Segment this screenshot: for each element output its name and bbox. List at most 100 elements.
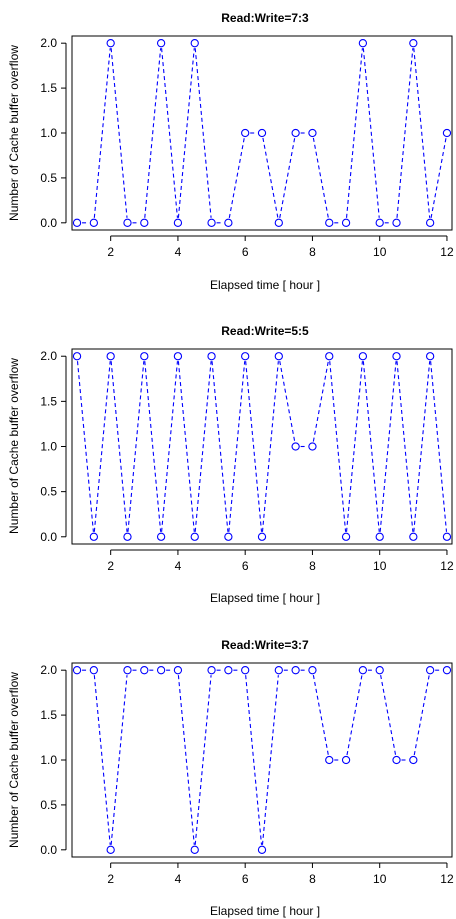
series-line-segment bbox=[93, 361, 111, 532]
data-point bbox=[224, 218, 233, 227]
data-point bbox=[123, 218, 132, 227]
series-line-segment bbox=[345, 361, 363, 532]
data-point bbox=[442, 666, 452, 675]
x-tick-label: 10 bbox=[373, 559, 387, 573]
y-tick-label: 1.0 bbox=[40, 753, 57, 767]
series-line-segment bbox=[262, 137, 279, 219]
data-point bbox=[72, 352, 82, 361]
series-line-segment bbox=[430, 137, 447, 219]
data-point bbox=[409, 755, 418, 765]
data-point bbox=[325, 755, 334, 765]
data-point bbox=[140, 352, 149, 361]
series-line-segment bbox=[362, 361, 380, 532]
data-point bbox=[190, 845, 199, 854]
y-tick-label: 2.0 bbox=[40, 663, 57, 677]
y-tick-label: 2.0 bbox=[40, 36, 57, 50]
data-point bbox=[442, 532, 452, 541]
data-point bbox=[106, 39, 115, 48]
y-tick-label: 1.5 bbox=[40, 708, 57, 722]
data-point bbox=[207, 218, 216, 227]
plot-frame bbox=[71, 662, 453, 858]
series-line-segment bbox=[380, 674, 397, 756]
x-tick-label: 6 bbox=[242, 245, 249, 259]
data-point bbox=[190, 532, 199, 541]
data-point bbox=[241, 666, 250, 675]
series-line-segment bbox=[228, 137, 245, 219]
y-tick-label: 1.5 bbox=[40, 81, 57, 95]
x-tick-label: 12 bbox=[440, 559, 454, 573]
series-line-segment bbox=[413, 48, 431, 218]
data-point bbox=[156, 666, 166, 675]
series-line-segment bbox=[245, 675, 263, 845]
y-tick-label: 1.5 bbox=[40, 394, 57, 408]
data-point bbox=[291, 442, 300, 451]
data-point bbox=[341, 218, 351, 227]
data-point bbox=[156, 39, 166, 48]
series-line-segment bbox=[329, 361, 347, 532]
series-line-segment bbox=[413, 674, 430, 756]
data-point bbox=[207, 352, 216, 361]
x-tick-label: 8 bbox=[309, 245, 316, 259]
y-tick-label: 0.5 bbox=[40, 485, 57, 499]
chart-title: Read:Write=3:7 bbox=[221, 638, 309, 652]
x-tick-label: 8 bbox=[309, 559, 316, 573]
x-tick-label: 4 bbox=[175, 559, 182, 573]
data-point bbox=[425, 218, 435, 227]
y-tick-label: 1.0 bbox=[40, 126, 57, 140]
series-line-segment bbox=[261, 361, 279, 532]
series-line-segment bbox=[161, 361, 179, 532]
data-point bbox=[375, 218, 384, 227]
data-point bbox=[140, 666, 149, 675]
data-point bbox=[308, 442, 317, 451]
data-point bbox=[257, 128, 267, 138]
data-point bbox=[106, 352, 115, 361]
chart-title: Read:Write=5:5 bbox=[221, 324, 309, 338]
data-point bbox=[308, 128, 317, 138]
series-line-segment bbox=[110, 675, 128, 845]
plot-frame bbox=[71, 35, 453, 231]
data-point bbox=[341, 755, 351, 765]
data-point bbox=[425, 352, 435, 361]
series-line-segment bbox=[177, 361, 195, 532]
series-line-segment bbox=[279, 137, 296, 219]
x-axis-label: Elapsed time [ hour ] bbox=[210, 278, 320, 292]
x-tick-label: 4 bbox=[175, 245, 182, 259]
y-tick-label: 0.0 bbox=[40, 216, 57, 230]
x-tick-label: 6 bbox=[242, 559, 249, 573]
y-tick-label: 0.0 bbox=[40, 843, 57, 857]
data-point bbox=[274, 218, 283, 227]
data-point bbox=[72, 218, 82, 227]
data-point bbox=[123, 666, 132, 675]
x-tick-label: 6 bbox=[242, 872, 249, 886]
chart-panel-1: Read:Write=7:3 Number of Cache buffer ov… bbox=[7, 11, 454, 292]
series-line-segment bbox=[110, 361, 128, 532]
series-line-segment bbox=[379, 361, 397, 532]
x-tick-label: 10 bbox=[373, 872, 387, 886]
data-point bbox=[341, 532, 351, 541]
data-point bbox=[291, 666, 300, 675]
data-point bbox=[274, 666, 283, 675]
plot-frame bbox=[71, 348, 453, 545]
data-point bbox=[257, 532, 267, 541]
y-tick-label: 0.5 bbox=[40, 171, 57, 185]
data-point bbox=[392, 218, 401, 227]
data-point bbox=[106, 845, 115, 854]
x-tick-label: 4 bbox=[175, 872, 182, 886]
y-axis-label: Number of Cache buffer overflow bbox=[7, 45, 21, 221]
series-line-segment bbox=[177, 48, 195, 218]
series-line-segment bbox=[346, 674, 363, 756]
series-line-segment bbox=[430, 361, 448, 532]
data-point bbox=[291, 128, 300, 138]
series-line-segment bbox=[312, 674, 329, 756]
data-point bbox=[156, 532, 166, 541]
data-point bbox=[140, 218, 149, 227]
x-tick-label: 12 bbox=[440, 245, 454, 259]
series-line-segment bbox=[362, 48, 380, 218]
data-point bbox=[173, 666, 183, 675]
series-line-segment bbox=[76, 361, 94, 532]
series-line-segment bbox=[396, 361, 414, 532]
data-point bbox=[425, 666, 435, 675]
data-point bbox=[442, 128, 452, 138]
series-line-segment bbox=[228, 361, 246, 532]
